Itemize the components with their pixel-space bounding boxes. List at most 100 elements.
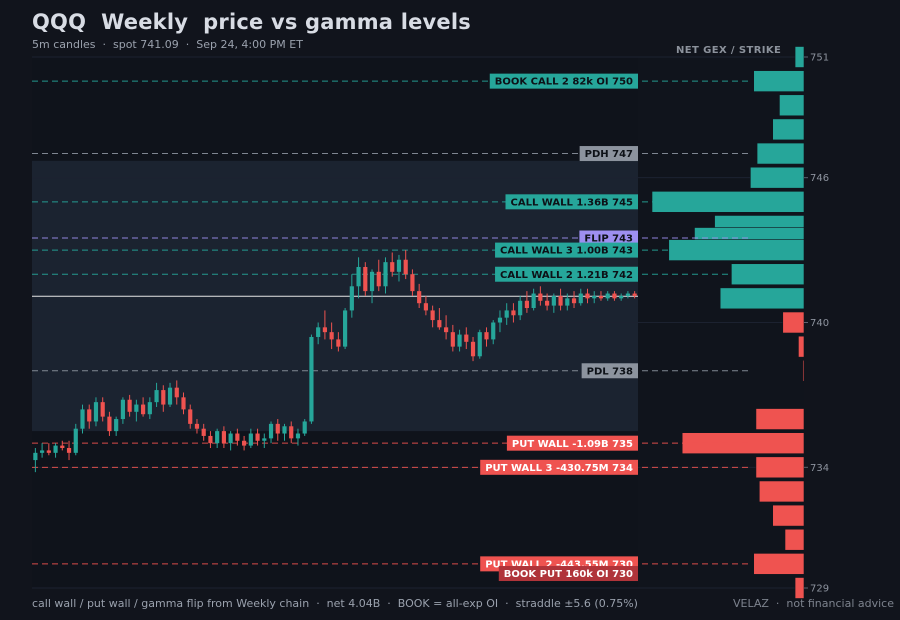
candle-body [167,387,173,405]
level-label-box [498,566,638,582]
level-label: PUT WALL -1.09B 735 [512,439,633,450]
candle-body [188,409,193,424]
level-label-box [489,73,638,89]
candle-body [208,435,213,444]
candle-body [504,310,509,318]
candle-body [551,295,556,306]
level-label: PUT WALL 2 -443.55M 730 [485,559,633,570]
level-label-box [579,230,638,246]
candle-body [40,450,45,453]
candle-body [484,332,489,340]
level-labels-layer: BOOK CALL 2 82k OI 750 PDH 747 CALL WALL 1… [480,73,638,582]
gex-bar [779,94,805,117]
candle-body [181,397,186,410]
candle-body [235,433,240,441]
gex-bar [784,528,805,551]
candle-body [444,327,449,333]
candle-body [531,293,536,309]
candle-body [598,295,604,299]
candle-body [356,266,361,287]
candle-body [376,271,381,287]
gex-bar [753,553,805,575]
candle-body [147,402,152,415]
candle-body [141,404,146,415]
candle-body [93,402,99,422]
candle-body [619,295,624,299]
level-lines-layer [32,80,750,565]
candle-body [477,332,482,357]
level-label: FLIP 743 [584,234,633,245]
candle-body [363,266,368,292]
candle-body [228,433,233,444]
level-label: PUT WALL 3 -430.75M 734 [485,463,633,474]
candle-body [80,409,85,429]
gex-bar [772,118,805,141]
level-label-box [579,146,638,162]
level-label-box [505,194,638,210]
candle-body [87,409,92,422]
candle-body [242,440,247,446]
gex-bar [798,335,805,358]
candle-body [558,295,563,306]
chart-subtitle: 5m candles · spot 741.09 · Sep 24, 4:00 … [32,38,303,51]
candle-body [396,259,402,272]
y-tick-label: 746 [810,173,829,184]
candle-body [565,298,570,306]
gex-panel-title: NET GEX / STRIKE [676,45,782,56]
level-label: PDL 738 [587,366,633,377]
candle-body [174,387,179,398]
gex-bar [731,263,805,286]
footer-credit: VELAZ · not financial advice [732,597,894,610]
candle-body [268,423,274,439]
candles-layer [33,250,637,473]
candle-body [417,291,422,304]
candle-body [289,426,294,439]
candle-body [612,293,617,299]
gex-bar [802,359,805,382]
candle-body [73,428,78,453]
candle-body [201,428,206,436]
candle-body [33,452,38,461]
gex-bar [794,46,805,68]
candle-body [457,334,462,347]
candle-body [46,450,51,453]
candle-body [316,327,321,337]
gex-bar [794,577,805,599]
y-tick-label: 751 [810,53,829,64]
candle-body [114,419,119,432]
candle-body [248,433,253,446]
candle-body [302,421,307,434]
candle-body [497,317,503,323]
candle-body [120,399,125,420]
candle-body [295,433,301,439]
level-label-box [506,435,638,451]
level-label: CALL WALL 3 1.00B 743 [500,246,633,257]
y-tick-label: 734 [810,463,829,474]
candle-body [262,438,267,441]
gex-bar [755,456,805,479]
candle-body [100,402,105,417]
candle-body [60,445,65,449]
candle-body [403,259,408,275]
candle-body [437,320,442,328]
candle-body [343,310,348,347]
chart-title: QQQ Weekly price vs gamma levels [32,10,471,34]
candle-body [255,433,260,441]
level-label: BOOK CALL 2 82k OI 750 [495,77,633,88]
gex-bar [772,504,805,527]
candle-body [423,303,428,311]
candle-body [161,390,166,405]
candle-body [134,404,139,412]
level-label-box [495,242,638,258]
candle-body [336,339,341,347]
gex-bar [755,408,805,430]
gex-bar [758,480,805,503]
y-tick-label: 729 [810,584,829,595]
candle-body [470,341,476,357]
candle-body [390,262,395,272]
candle-body [450,332,455,347]
level-label-box [480,459,638,475]
level-label: CALL WALL 2 1.21B 742 [500,270,633,281]
candle-body [518,300,523,316]
candle-body [66,448,72,453]
